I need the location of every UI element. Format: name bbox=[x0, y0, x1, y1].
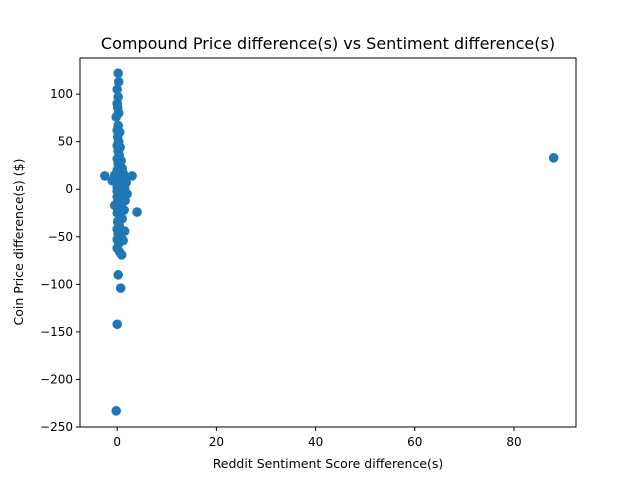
chart-title: Compound Price difference(s) vs Sentimen… bbox=[101, 34, 555, 53]
x-tick-label: 60 bbox=[407, 435, 422, 449]
data-point bbox=[127, 171, 137, 181]
y-axis-label: Coin Price difference(s) ($) bbox=[11, 159, 26, 326]
x-tick-label: 80 bbox=[506, 435, 521, 449]
data-point bbox=[112, 319, 122, 330]
data-point bbox=[113, 68, 123, 79]
y-tick-label: −150 bbox=[40, 325, 73, 339]
x-axis-label: Reddit Sentiment Score difference(s) bbox=[213, 456, 444, 471]
plot-frame bbox=[79, 57, 577, 428]
data-point bbox=[115, 283, 126, 293]
data-point bbox=[100, 171, 110, 181]
y-tick-label: 0 bbox=[65, 182, 73, 196]
data-point bbox=[112, 84, 122, 95]
y-axis-ticks: 100 50 0 −50 −100 −150 −200 −250 bbox=[40, 87, 80, 434]
y-tick-label: −100 bbox=[40, 277, 73, 291]
data-point bbox=[116, 250, 127, 260]
x-tick-label: 40 bbox=[308, 435, 323, 449]
data-point bbox=[111, 406, 122, 416]
data-points bbox=[100, 68, 559, 416]
y-tick-label: −50 bbox=[48, 230, 73, 244]
y-tick-label: −200 bbox=[40, 372, 73, 386]
x-tick-label: 0 bbox=[113, 435, 121, 449]
data-point bbox=[113, 76, 124, 87]
x-tick-label: 20 bbox=[209, 435, 224, 449]
data-point bbox=[548, 153, 559, 163]
y-tick-label: 100 bbox=[50, 87, 73, 101]
data-point bbox=[113, 270, 123, 280]
x-axis-ticks: 0 20 40 60 80 bbox=[113, 427, 522, 449]
y-tick-label: 50 bbox=[58, 135, 73, 149]
data-point bbox=[132, 207, 142, 217]
data-point bbox=[111, 112, 122, 122]
y-tick-label: −250 bbox=[40, 420, 73, 434]
